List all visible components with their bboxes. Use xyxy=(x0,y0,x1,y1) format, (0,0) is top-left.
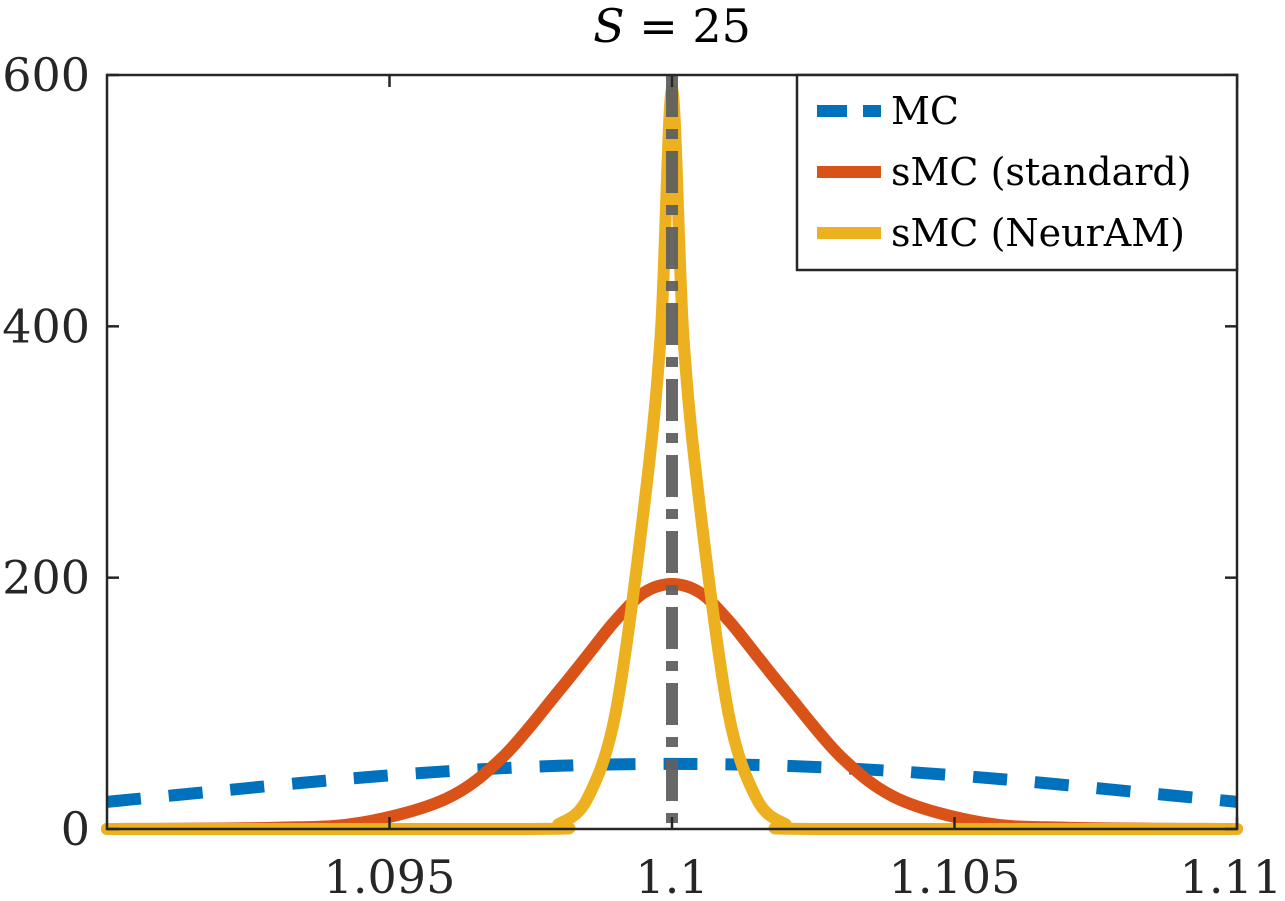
chart-title-rest: = 25 xyxy=(625,0,751,53)
y-tick-label: 0 xyxy=(61,802,90,856)
legend-label-smc-standard: sMC (standard) xyxy=(891,150,1192,194)
legend-label-mc: MC xyxy=(891,89,959,133)
legend-label-smc-neuram: sMC (NeurAM) xyxy=(891,211,1185,255)
svg-text:S = 25: S = 25 xyxy=(593,0,751,53)
ticks-layer: 1.095 1.1 1.105 1.11 0 200 400 600 xyxy=(2,48,1282,901)
x-tick-label: 1.095 xyxy=(324,850,456,901)
x-tick-label: 1.105 xyxy=(889,850,1021,901)
chart-title-variable: S xyxy=(593,0,625,53)
y-tick-label: 200 xyxy=(2,551,90,605)
x-tick-label: 1.1 xyxy=(635,850,708,901)
x-tick-label: 1.11 xyxy=(1180,850,1282,901)
y-tick-label: 600 xyxy=(2,48,90,102)
series-line-smc-standard xyxy=(101,577,1243,835)
y-tick-label: 400 xyxy=(2,299,90,353)
chart-title: S = 25 xyxy=(593,0,751,53)
legend: MC sMC (standard) sMC (NeurAM) xyxy=(795,73,1239,272)
